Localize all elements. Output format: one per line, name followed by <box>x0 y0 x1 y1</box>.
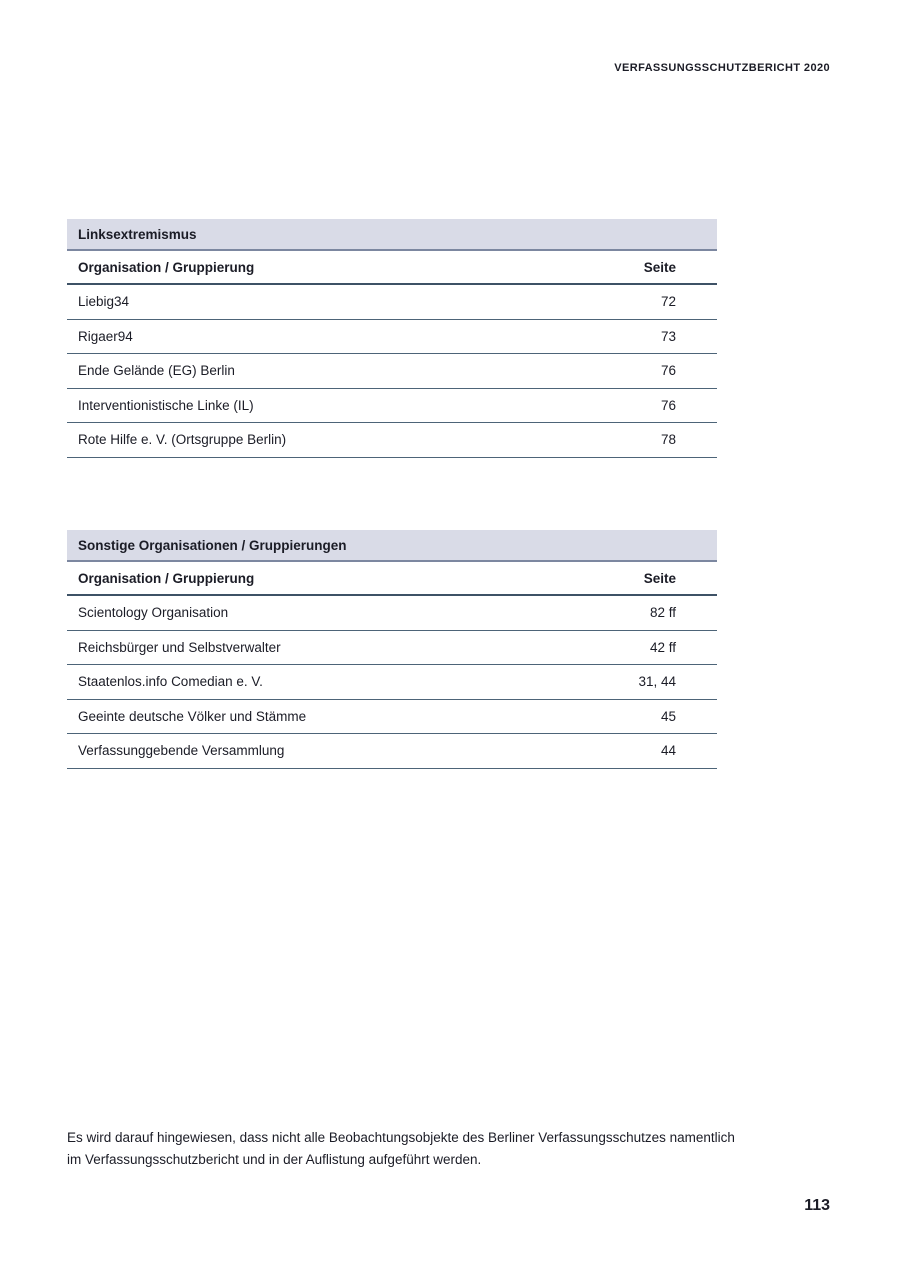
organisation-cell: Reichsbürger und Selbstverwalter <box>78 639 281 655</box>
organisation-cell: Liebig34 <box>78 294 130 310</box>
table-title-band: Sonstige Organisationen / Gruppierungen <box>67 530 717 562</box>
organisation-cell: Scientology Organisation <box>78 605 229 621</box>
table-row: Reichsbürger und Selbstverwalter 42 ff <box>67 631 717 665</box>
page-ref-cell: 76 <box>660 363 676 379</box>
organisation-cell: Rote Hilfe e. V. (Ortsgruppe Berlin) <box>78 432 287 448</box>
organisation-cell: Verfassunggebende Versammlung <box>78 743 285 759</box>
table-row: Scientology Organisation 82 ff <box>67 596 717 631</box>
table-row: Verfassunggebende Versammlung 44 <box>67 734 717 769</box>
footnote: Es wird darauf hingewiesen, dass nicht a… <box>67 1127 767 1170</box>
table-title: Sonstige Organisationen / Gruppierungen <box>78 537 347 553</box>
running-header: VERFASSUNGSSCHUTZBERICHT 2020 <box>614 62 830 74</box>
table-title: Linksextremismus <box>78 226 197 242</box>
table-sonstige-organisationen: Sonstige Organisationen / Gruppierungen … <box>67 530 717 769</box>
table-header-row: Organisation / Gruppierung Seite <box>67 251 717 285</box>
page-ref-cell: 73 <box>660 328 676 344</box>
table-row: Interventionistische Linke (IL) 76 <box>67 389 717 423</box>
page-ref-cell: 72 <box>660 294 676 310</box>
table-row: Liebig34 72 <box>67 285 717 320</box>
page-number: 113 <box>804 1197 830 1214</box>
page-ref-cell: 82 ff <box>649 605 676 621</box>
footnote-line-1: Es wird darauf hingewiesen, dass nicht a… <box>67 1130 735 1145</box>
page-ref-cell: 78 <box>660 432 676 448</box>
page-ref-cell: 45 <box>660 708 676 724</box>
footnote-line-2: im Verfassungsschutzbericht und in der A… <box>67 1151 482 1167</box>
table-row: Rigaer94 73 <box>67 320 717 354</box>
organisation-cell: Geeinte deutsche Völker und Stämme <box>78 708 307 724</box>
organisation-cell: Staatenlos.info Comedian e. V. <box>78 674 263 690</box>
table-row: Rote Hilfe e. V. (Ortsgruppe Berlin) 78 <box>67 423 717 458</box>
table-title-band: Linksextremismus <box>67 219 717 251</box>
table-body: Liebig34 72 Rigaer94 73 Ende Gelände (EG) Be… <box>67 285 717 458</box>
organisation-column-header: Organisation / Gruppierung <box>78 259 255 275</box>
table-row: Geeinte deutsche Völker und Stämme 45 <box>67 700 717 734</box>
organisation-cell: Interventionistische Linke (IL) <box>78 397 254 413</box>
organisation-cell: Ende Gelände (EG) Berlin <box>78 363 235 379</box>
page-column-header: Seite <box>643 259 676 275</box>
table-row: Ende Gelände (EG) Berlin 76 <box>67 354 717 389</box>
table-header-row: Organisation / Gruppierung Seite <box>67 562 717 596</box>
page-ref-cell: 42 ff <box>649 639 676 655</box>
organisation-column-header: Organisation / Gruppierung <box>78 570 255 586</box>
page-column-header: Seite <box>643 570 676 586</box>
page-ref-cell: 44 <box>660 743 676 759</box>
table-linksextremismus: Linksextremismus Organisation / Gruppier… <box>67 219 717 458</box>
page-ref-cell: 76 <box>660 397 676 413</box>
organisation-cell: Rigaer94 <box>78 328 133 344</box>
table-row: Staatenlos.info Comedian e. V. 31, 44 <box>67 665 717 700</box>
table-body: Scientology Organisation 82 ff Reichsbürge… <box>67 596 717 769</box>
page-ref-cell: 31, 44 <box>638 674 676 690</box>
